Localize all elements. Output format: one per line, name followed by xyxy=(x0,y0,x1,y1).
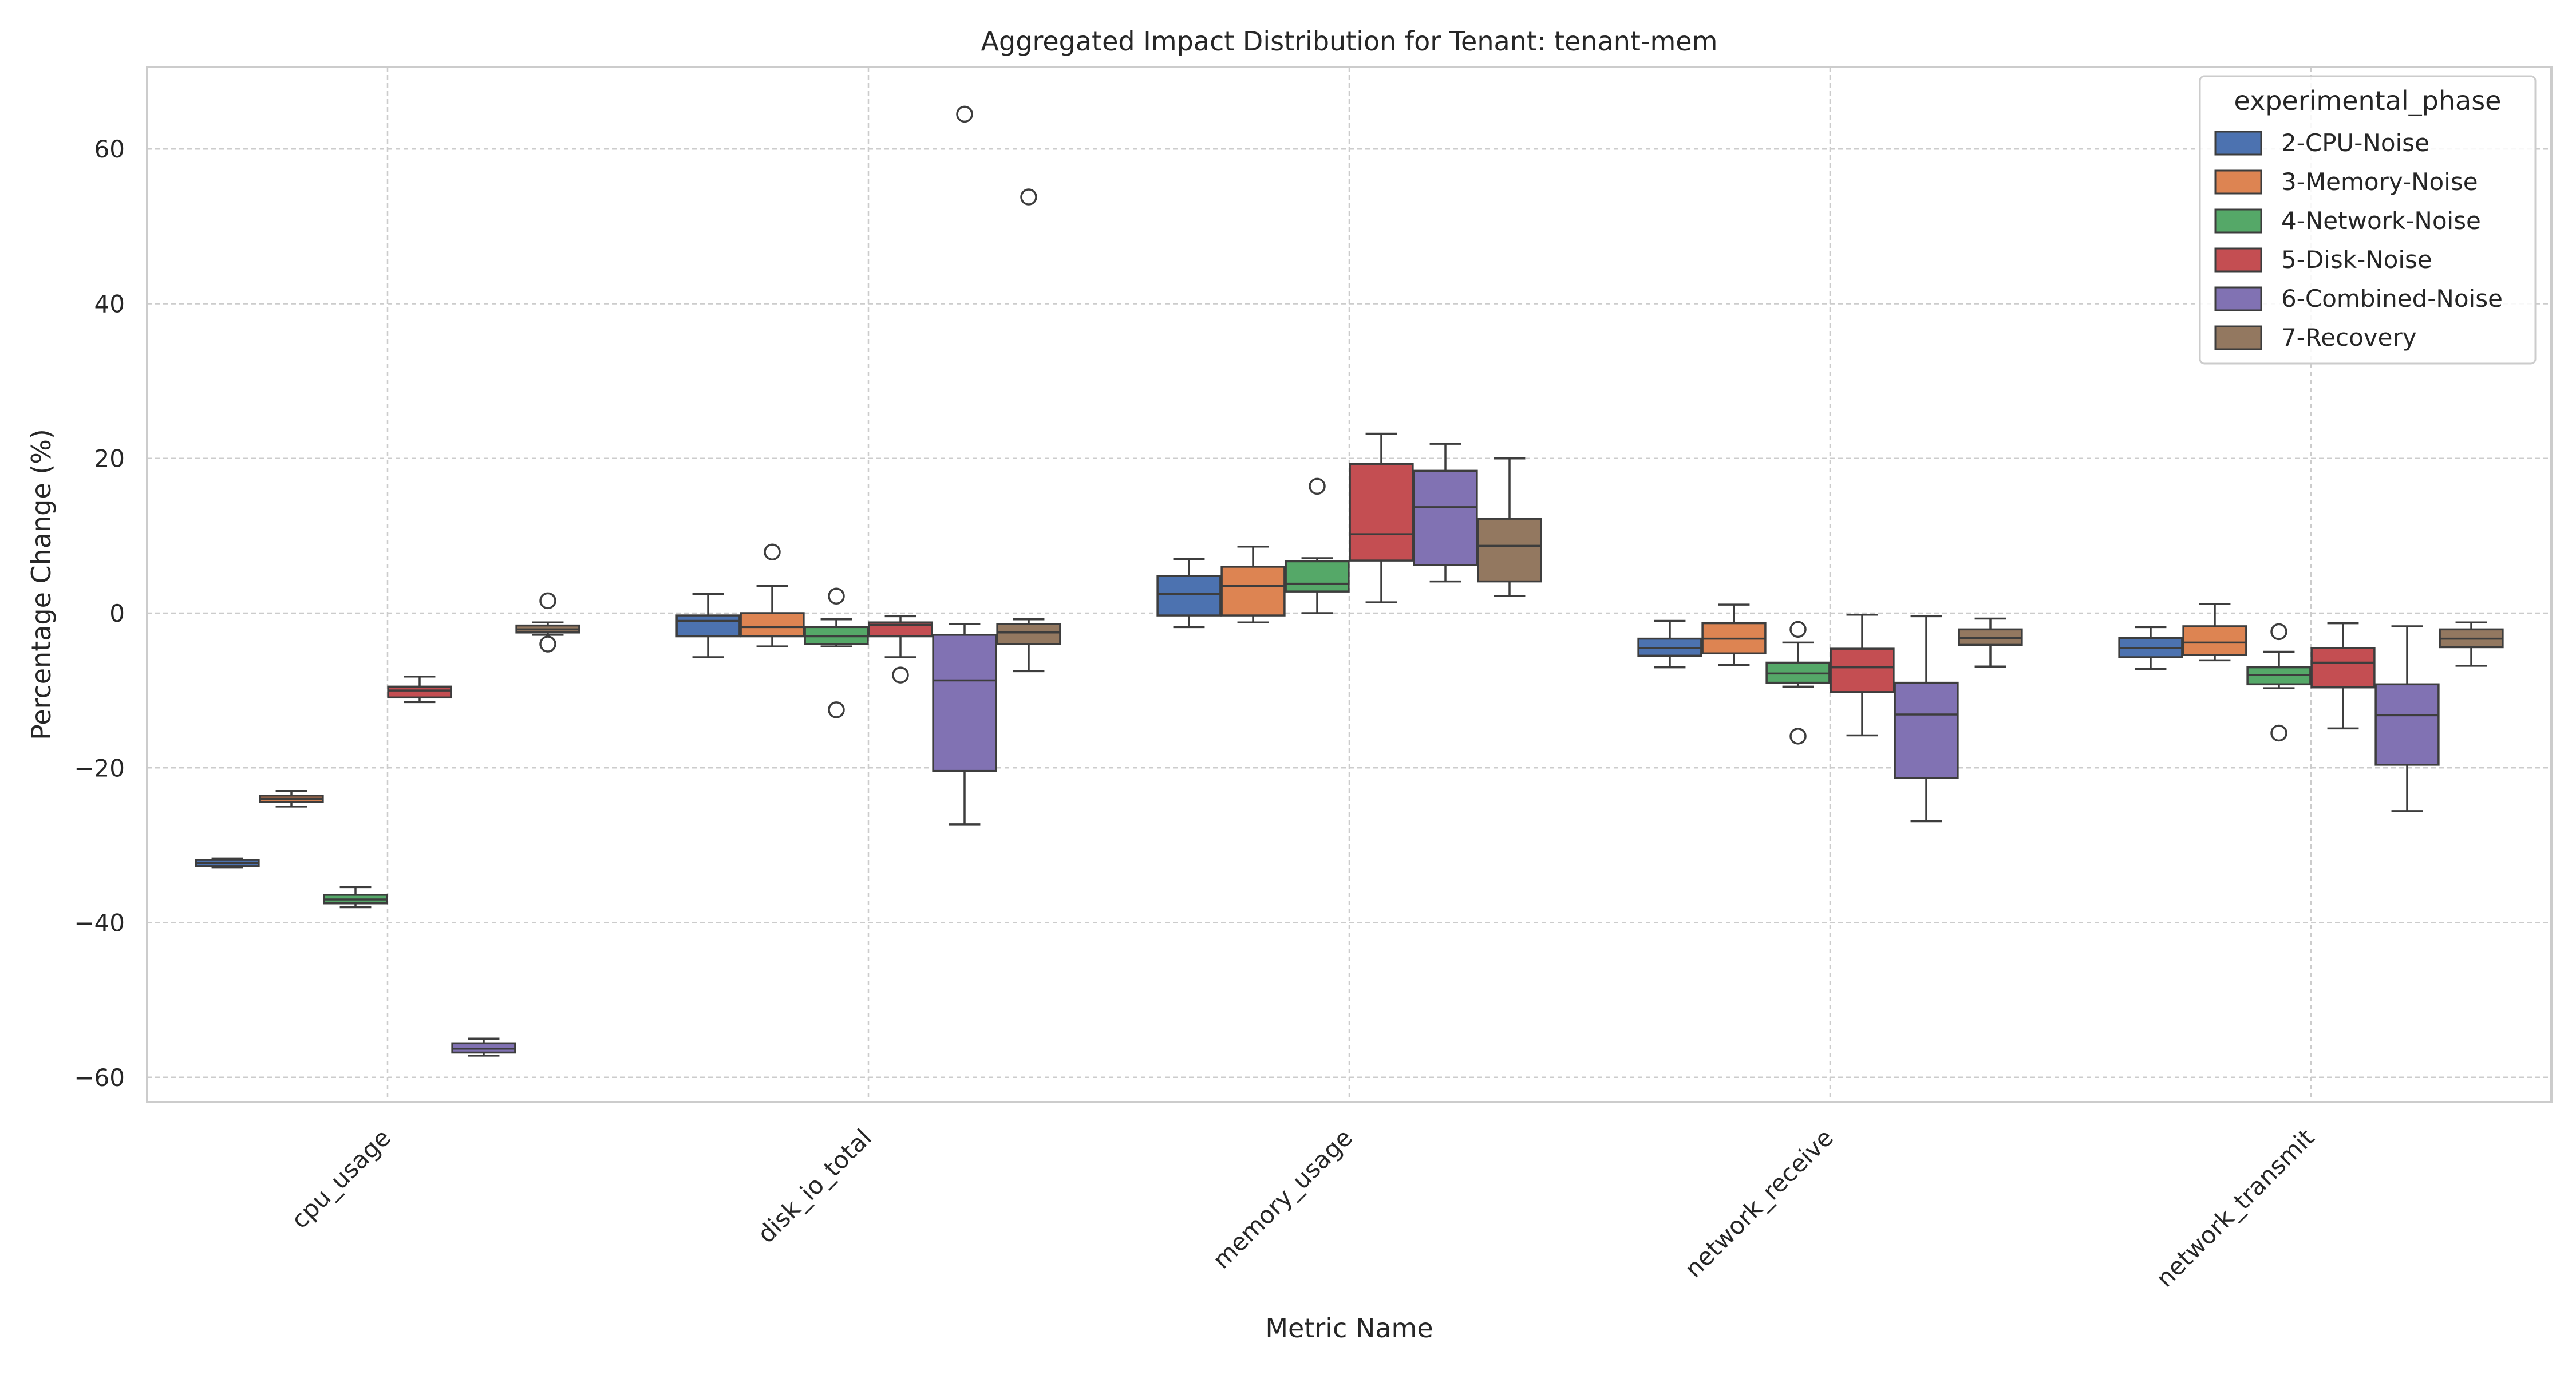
legend-swatch xyxy=(2214,169,2262,195)
box-iqr xyxy=(1830,647,1895,693)
series-4-Network-Noise xyxy=(323,477,2312,909)
y-tick-label: 60 xyxy=(94,135,125,163)
legend-swatch xyxy=(2214,208,2262,234)
outlier-point xyxy=(764,543,781,560)
x-tick-label: cpu_usage xyxy=(286,1123,396,1234)
y-tick-label: 0 xyxy=(109,599,125,627)
x-axis-ticks: cpu_usage disk_io_total memory_usage networ… xyxy=(286,1123,2320,1292)
box-iqr xyxy=(996,623,1061,645)
x-tick-label: memory_usage xyxy=(1207,1123,1358,1274)
box-iqr xyxy=(2310,647,2376,689)
legend-swatch xyxy=(2214,286,2262,311)
outlier-point xyxy=(2270,623,2287,641)
box-iqr xyxy=(387,685,452,699)
outlier-point xyxy=(828,701,845,718)
legend-swatch xyxy=(2214,325,2262,350)
outlier-point xyxy=(2270,724,2287,742)
legend-swatch xyxy=(2214,247,2262,273)
box-iqr xyxy=(932,634,997,772)
legend: experimental_phase 2-CPU-Noise 3-Memory-N… xyxy=(2199,75,2537,365)
outlier-point xyxy=(828,587,845,605)
box-iqr xyxy=(1156,575,1222,617)
y-tick-label: 40 xyxy=(94,290,125,318)
y-tick-label: −20 xyxy=(74,754,125,782)
box-iqr xyxy=(740,612,805,638)
outlier-point xyxy=(539,592,556,610)
plot-area-frame xyxy=(146,66,2553,1103)
legend-frame xyxy=(2199,75,2537,365)
y-tick-label: 20 xyxy=(94,445,125,473)
chart-title: Aggregated Impact Distribution for Tenan… xyxy=(981,26,1718,57)
x-axis-label: Metric Name xyxy=(1265,1313,1433,1344)
outlier-point xyxy=(1020,188,1037,206)
box-iqr xyxy=(1894,681,1959,779)
box-iqr xyxy=(2182,625,2247,656)
box-groups xyxy=(195,105,2504,1057)
outlier-point xyxy=(892,666,909,684)
outlier-point xyxy=(1789,621,1807,638)
box-iqr xyxy=(1349,463,1414,562)
legend-label: 5-Disk-Noise xyxy=(2281,246,2432,274)
legend-label: 4-Network-Noise xyxy=(2281,207,2481,235)
y-axis-label: Percentage Change (%) xyxy=(26,429,57,740)
legend-label: 3-Memory-Noise xyxy=(2281,168,2478,196)
y-axis-ticks: −60 −40 −20 0 20 40 60 xyxy=(74,135,125,1092)
legend-label: 7-Recovery xyxy=(2281,323,2417,352)
series-5-Disk-Noise xyxy=(387,432,2376,737)
box-iqr xyxy=(1220,566,1286,617)
box-iqr xyxy=(2374,683,2440,766)
legend-label: 6-Combined-Noise xyxy=(2281,285,2503,313)
outlier-point xyxy=(956,105,973,123)
series-3-Memory-Noise xyxy=(259,543,2247,808)
legend-title: experimental_phase xyxy=(2234,85,2502,116)
outlier-point xyxy=(1309,477,1326,495)
series-6-Combined-Noise xyxy=(451,105,2440,1057)
x-tick-label: network_receive xyxy=(1679,1123,1839,1283)
outlier-point xyxy=(539,635,556,653)
box-iqr xyxy=(1477,518,1542,583)
y-tick-label: −40 xyxy=(74,909,125,937)
y-tick-label: −60 xyxy=(74,1064,125,1092)
outlier-point xyxy=(1789,728,1807,745)
box-iqr xyxy=(1285,560,1350,593)
x-tick-label: disk_io_total xyxy=(752,1123,877,1248)
series-7-Recovery xyxy=(515,188,2504,673)
legend-items: 2-CPU-Noise 3-Memory-Noise 4-Network-Noise… xyxy=(2214,129,2503,352)
x-tick-label: network_transmit xyxy=(2151,1123,2320,1292)
box-iqr xyxy=(675,614,741,638)
legend-swatch xyxy=(2214,131,2262,156)
legend-label: 2-CPU-Noise xyxy=(2281,129,2429,157)
series-2-CPU-Noise xyxy=(195,558,2183,869)
box-iqr xyxy=(1413,469,1478,566)
